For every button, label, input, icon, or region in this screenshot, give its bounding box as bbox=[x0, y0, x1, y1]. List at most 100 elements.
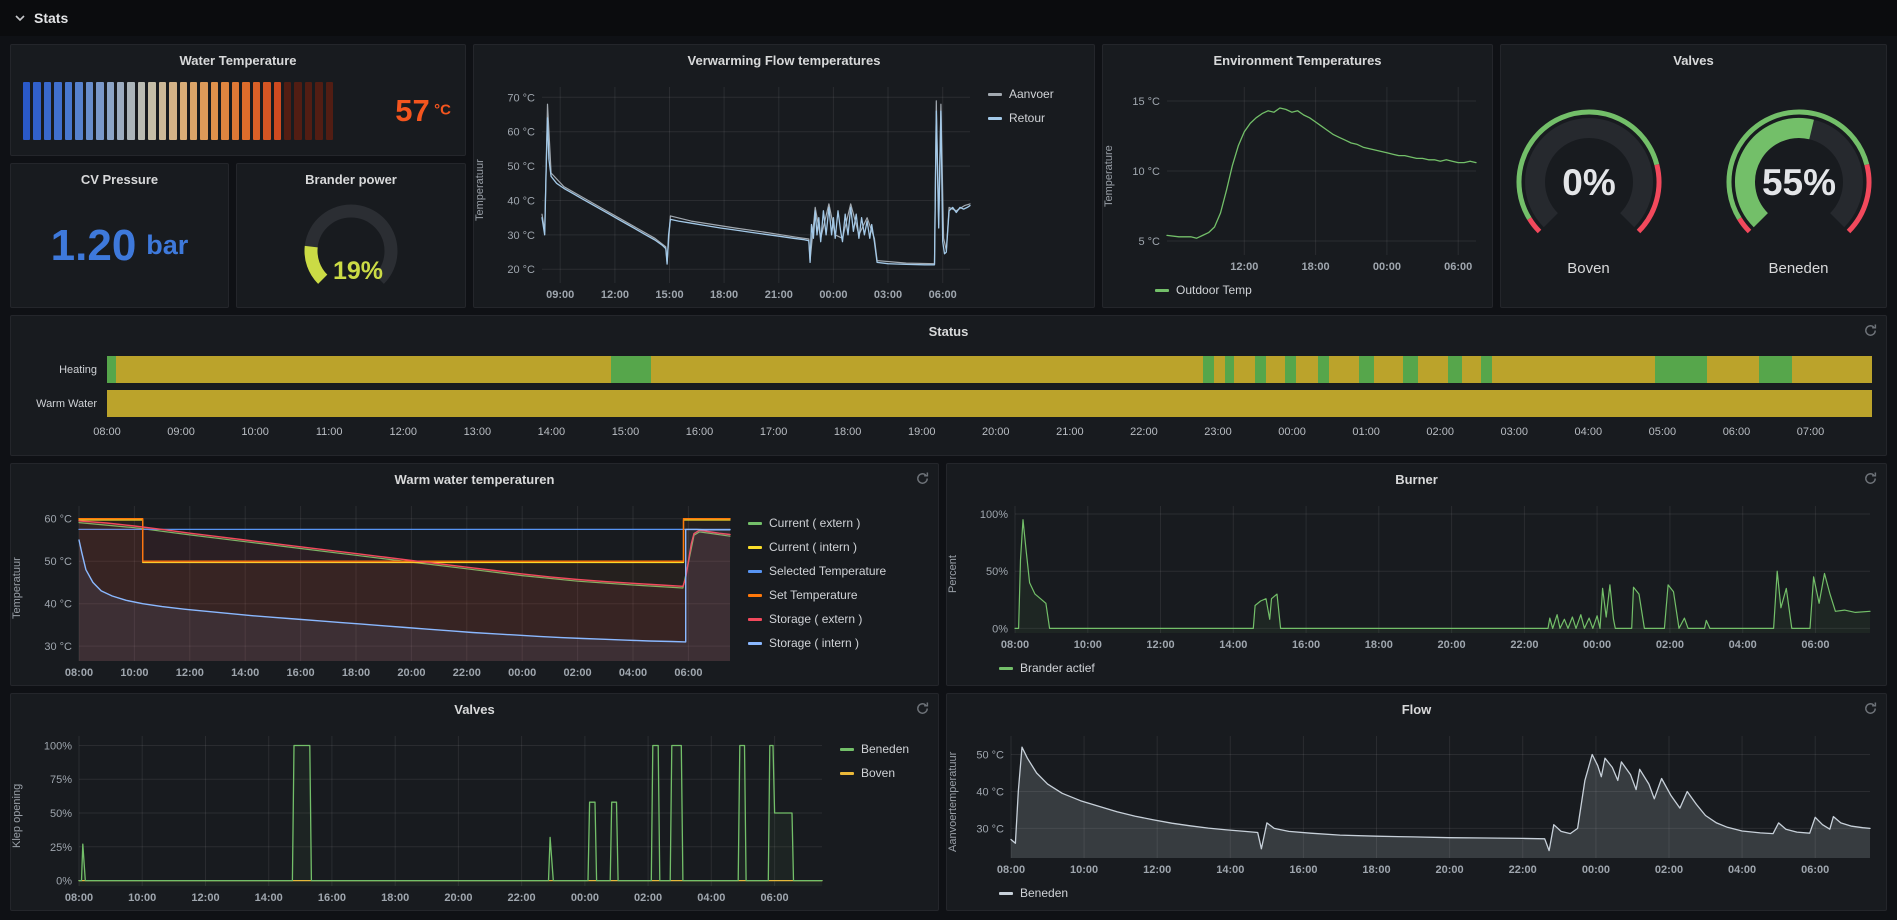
legend-color-mark bbox=[988, 92, 1002, 96]
legend: Outdoor Temp bbox=[1103, 279, 1492, 307]
svg-text:40 °C: 40 °C bbox=[507, 196, 535, 208]
status-segment bbox=[1214, 356, 1226, 383]
bar-gauge-cell bbox=[325, 82, 334, 140]
legend-color-mark bbox=[840, 771, 854, 775]
panel-title[interactable]: Flow bbox=[1401, 701, 1432, 717]
legend-item[interactable]: Storage ( intern ) bbox=[748, 632, 926, 654]
panel-title[interactable]: Environment Temperatures bbox=[1213, 52, 1382, 68]
svg-text:0%: 0% bbox=[56, 876, 72, 888]
bar-gauge-cell bbox=[169, 82, 177, 140]
panel-title[interactable]: Warm water temperaturen bbox=[394, 471, 555, 487]
panel-title[interactable]: CV Pressure bbox=[80, 171, 159, 187]
legend-item[interactable]: Current ( extern ) bbox=[748, 512, 926, 534]
x-tick-label: 11:00 bbox=[315, 426, 343, 438]
gauge-label: Beneden bbox=[1768, 259, 1829, 277]
x-tick-label: 19:00 bbox=[907, 426, 936, 438]
panel-title[interactable]: Water Temperature bbox=[179, 52, 297, 68]
legend-item[interactable]: Set Temperature bbox=[748, 584, 926, 606]
svg-text:20 °C: 20 °C bbox=[507, 264, 535, 276]
x-tick-label: 07:00 bbox=[1796, 426, 1825, 438]
verwarming-flow-chart[interactable]: 09:00 12:00 15:00 18:00 21:00 00:00 03:00 06:00… bbox=[496, 77, 978, 303]
legend-item[interactable]: Outdoor Temp bbox=[1155, 279, 1252, 301]
svg-text:04:00: 04:00 bbox=[619, 667, 647, 679]
legend-item[interactable]: Beneden bbox=[999, 882, 1068, 904]
status-segment bbox=[1462, 356, 1481, 383]
status-segment bbox=[1417, 356, 1448, 383]
x-tick-label: 02:00 bbox=[1426, 426, 1454, 438]
legend-item[interactable]: Boven bbox=[840, 762, 926, 784]
svg-text:03:00: 03:00 bbox=[874, 289, 902, 301]
x-tick-label: 10:00 bbox=[241, 426, 269, 438]
panel-burner: Burner Percent 08:00 10:00 12:00 14:00 16:00… bbox=[946, 463, 1887, 686]
dashboard-row-header: Stats bbox=[0, 0, 1897, 36]
svg-text:14:00: 14:00 bbox=[231, 667, 259, 679]
bar-gauge-cell bbox=[85, 82, 94, 140]
svg-text:00:00: 00:00 bbox=[571, 892, 599, 904]
svg-text:18:00: 18:00 bbox=[1362, 864, 1390, 876]
x-tick-label: 17:00 bbox=[759, 426, 788, 438]
refresh-icon[interactable] bbox=[915, 701, 930, 716]
refresh-icon[interactable] bbox=[915, 471, 930, 486]
y-axis-label: Aanvoertemperatuur bbox=[947, 751, 959, 853]
legend-color-mark bbox=[748, 593, 762, 597]
warm-water-chart[interactable]: 08:00 10:00 12:00 14:00 16:00 18:00 20:00 22:00… bbox=[33, 496, 738, 681]
status-segment bbox=[1266, 356, 1285, 383]
row-title[interactable]: Stats bbox=[34, 10, 69, 26]
bar-gauge-cell bbox=[96, 82, 104, 140]
x-tick-label: 20:00 bbox=[982, 426, 1010, 438]
refresh-icon[interactable] bbox=[1863, 471, 1878, 486]
status-timeline-heating[interactable] bbox=[107, 356, 1872, 383]
legend-item[interactable]: Brander actief bbox=[999, 657, 1095, 679]
status-row-label: Warm Water bbox=[36, 397, 97, 410]
status-segment bbox=[651, 356, 1204, 383]
status-segment bbox=[1792, 356, 1872, 383]
panel-brander-power: Brander power 19% bbox=[236, 163, 466, 308]
panel-title[interactable]: Valves bbox=[1673, 52, 1714, 68]
legend-color-mark bbox=[1155, 288, 1169, 292]
panel-valves-gauges: Valves 0% Boven 55% Beneden bbox=[1500, 44, 1887, 308]
svg-text:55%: 55% bbox=[1761, 162, 1835, 203]
bar-gauge-cell bbox=[210, 82, 219, 140]
panel-status: Status Heating Warm Water 08:00 09:00 10:0… bbox=[10, 315, 1887, 456]
status-timeline-warm-water[interactable] bbox=[107, 390, 1872, 417]
panel-flow: Flow Aanvoertemperatuur 08:00 10:00 12:00 1… bbox=[946, 693, 1887, 911]
panel-title[interactable]: Burner bbox=[1395, 471, 1438, 487]
legend-color-mark bbox=[988, 116, 1002, 120]
status-segment bbox=[1706, 356, 1759, 383]
burner-chart[interactable]: 08:00 10:00 12:00 14:00 16:00 18:00 20:00 22:00… bbox=[969, 496, 1878, 653]
legend-item[interactable]: Storage ( extern ) bbox=[748, 608, 926, 630]
svg-text:5 °C: 5 °C bbox=[1138, 236, 1160, 248]
svg-text:60 °C: 60 °C bbox=[44, 514, 72, 526]
status-segment bbox=[1255, 356, 1267, 383]
environment-chart[interactable]: 12:00 18:00 00:00 06:00 5 °C 10 °C 15 °C bbox=[1125, 77, 1484, 275]
bar-gauge-cell bbox=[75, 82, 83, 140]
svg-text:50 °C: 50 °C bbox=[44, 556, 72, 568]
status-segment bbox=[1203, 356, 1215, 383]
panel-title[interactable]: Valves bbox=[454, 701, 495, 717]
bar-gauge-cell bbox=[315, 82, 323, 140]
flow-chart[interactable]: 08:00 10:00 12:00 14:00 16:00 18:00 20:00 22:00… bbox=[969, 726, 1878, 878]
panel-title[interactable]: Verwarming Flow temperatures bbox=[687, 52, 881, 68]
svg-text:04:00: 04:00 bbox=[697, 892, 725, 904]
panel-water-temperature: Water Temperature 57 °C bbox=[10, 44, 466, 156]
panel-title[interactable]: Status bbox=[928, 323, 969, 339]
refresh-icon[interactable] bbox=[1863, 323, 1878, 338]
x-tick-label: 05:00 bbox=[1648, 426, 1677, 438]
svg-text:30 °C: 30 °C bbox=[507, 230, 535, 242]
svg-text:12:00: 12:00 bbox=[1143, 864, 1171, 876]
legend-item[interactable]: Selected Temperature bbox=[748, 560, 926, 582]
svg-text:08:00: 08:00 bbox=[65, 667, 93, 679]
panel-title[interactable]: Brander power bbox=[305, 171, 397, 187]
svg-text:06:00: 06:00 bbox=[1801, 639, 1829, 651]
status-row-label: Heating bbox=[59, 363, 97, 376]
legend-item[interactable]: Aanvoer bbox=[988, 83, 1082, 105]
svg-text:18:00: 18:00 bbox=[1302, 261, 1330, 273]
svg-text:25%: 25% bbox=[50, 842, 72, 854]
valves-chart[interactable]: 08:00 10:00 12:00 14:00 16:00 18:00 20:00 22:00… bbox=[33, 726, 830, 906]
legend-item[interactable]: Current ( intern ) bbox=[748, 536, 926, 558]
legend-item[interactable]: Retour bbox=[988, 107, 1082, 129]
chevron-down-icon[interactable] bbox=[14, 12, 26, 24]
svg-text:10:00: 10:00 bbox=[128, 892, 156, 904]
refresh-icon[interactable] bbox=[1863, 701, 1878, 716]
legend-item[interactable]: Beneden bbox=[840, 738, 926, 760]
